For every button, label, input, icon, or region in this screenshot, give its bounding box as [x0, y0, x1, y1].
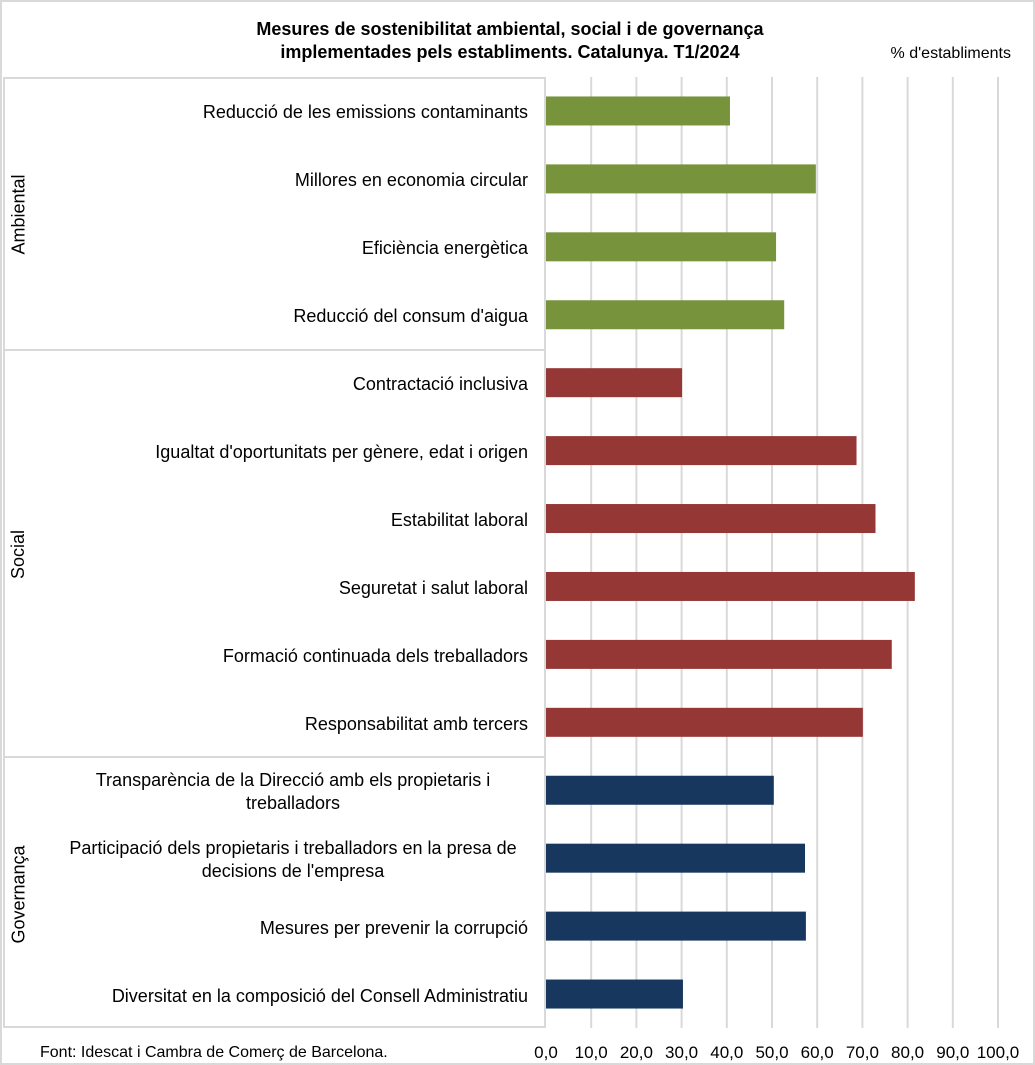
category-group-governança: Governança Transparència de la Direcció a…	[5, 758, 544, 1030]
category-group-social: Social Contractació inclusiva Igualtat d'o…	[5, 351, 544, 759]
category-label: Transparència de la Direcció amb els pro…	[95, 770, 491, 814]
x-tick-label: 20,0	[620, 1043, 653, 1062]
bar-ambiental	[546, 164, 816, 194]
x-tick-label: 90,0	[936, 1043, 969, 1062]
bar-social	[546, 436, 857, 466]
chart-title: Mesures de sostenibilitat ambiental, soc…	[140, 18, 880, 64]
category-label: Contractació inclusiva	[352, 374, 528, 395]
x-tick-label: 70,0	[846, 1043, 879, 1062]
x-tick-label: 40,0	[710, 1043, 743, 1062]
source-note: Font: Idescat i Cambra de Comerç de Barc…	[40, 1044, 388, 1061]
x-tick-label: 60,0	[801, 1043, 834, 1062]
category-label: Estabilitat laboral	[390, 510, 528, 530]
category-label: Participació dels propietaris i treballa…	[69, 838, 517, 882]
category-label: Diversitat en la composició del Consell …	[111, 985, 528, 1006]
bar-social	[546, 368, 683, 398]
chart-title-line-2: implementades pels establiments. Catalun…	[280, 42, 740, 62]
bar-governança	[546, 843, 805, 873]
category-label: Mesures per prevenir la corrupció	[259, 917, 528, 938]
bar-governança	[546, 775, 774, 805]
category-label: Formació continuada dels treballadors	[222, 645, 528, 666]
bar-social	[546, 707, 863, 737]
category-label: Igualtat d'oportunitats per gènere, edat…	[155, 442, 528, 463]
bar-social	[546, 639, 892, 669]
unit-label: % d'establiments	[890, 45, 1011, 62]
chart-title-line-1: Mesures de sostenibilitat ambiental, soc…	[256, 19, 764, 39]
category-label: Reducció del consum d'aigua	[293, 306, 528, 327]
bar-ambiental	[546, 300, 785, 330]
category-axis-table: Ambiental Reducció de les emissions conta…	[3, 77, 546, 1028]
category-label: Seguretat i salut laboral	[338, 577, 528, 598]
category-label: Responsabilitat amb tercers	[304, 713, 528, 734]
bar-governança	[546, 911, 806, 941]
x-tick-label: 0,0	[534, 1043, 558, 1062]
category-label: Millores en economia circular	[294, 170, 528, 191]
bar-governança	[546, 979, 683, 1009]
x-tick-label: 80,0	[891, 1043, 924, 1062]
x-tick-label: 30,0	[665, 1043, 698, 1062]
bar-social	[546, 571, 915, 601]
bar-ambiental	[546, 232, 777, 262]
category-group-ambiental: Ambiental Reducció de les emissions conta…	[5, 79, 544, 351]
category-label: Reducció de les emissions contaminants	[202, 102, 528, 123]
bar-ambiental	[546, 96, 730, 126]
x-tick-label: 100,0	[977, 1043, 1020, 1062]
x-tick-label: 50,0	[755, 1043, 788, 1062]
x-tick-label: 10,0	[575, 1043, 608, 1062]
category-label: Eficiència energètica	[361, 238, 528, 259]
bar-social	[546, 504, 876, 534]
